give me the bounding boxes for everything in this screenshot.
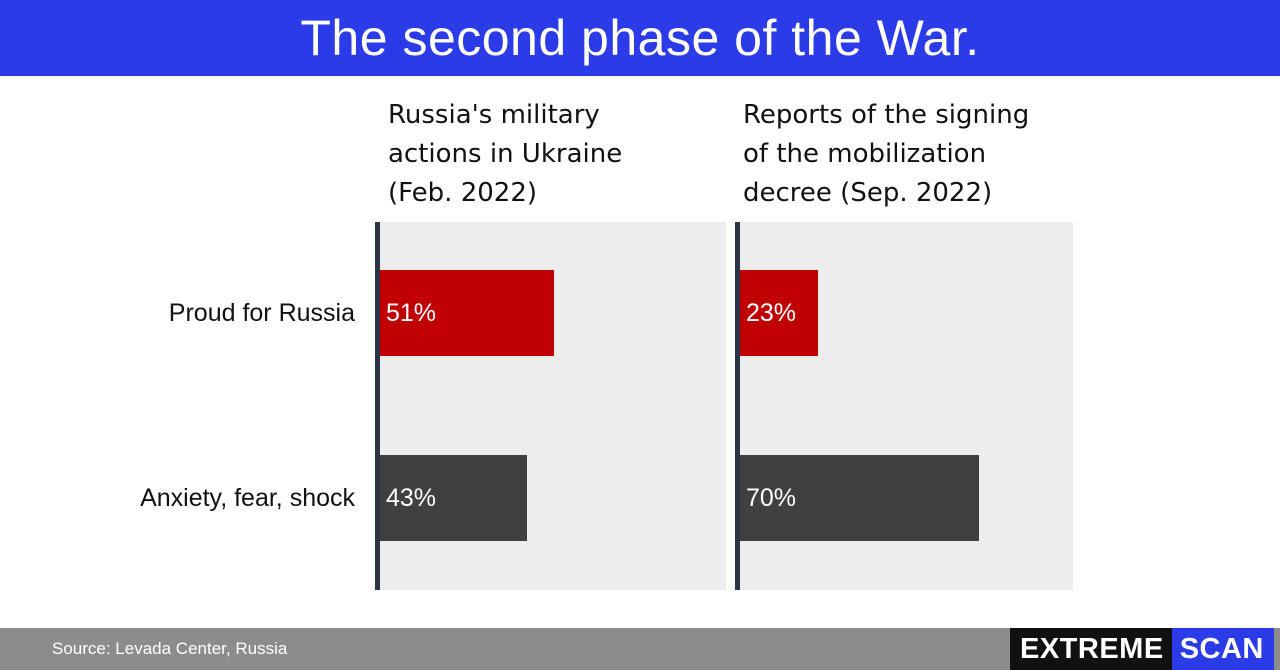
logo-text-extreme: EXTREME bbox=[1010, 628, 1172, 670]
panel-title-2-line-2: of the mobilization bbox=[743, 139, 987, 169]
panel-title-1-line-2: actions in Ukraine bbox=[388, 139, 623, 169]
category-label-anxiety: Anxiety, fear, shock bbox=[140, 484, 355, 512]
bar-label-proud-panel-1: 51% bbox=[386, 299, 437, 327]
bar-proud-panel-2 bbox=[740, 270, 818, 356]
panel-title-2: Reports of the signing of the mobilizati… bbox=[743, 96, 1073, 213]
chart-title: The second phase of the War. bbox=[300, 10, 980, 66]
panel-title-1-line-3: (Feb. 2022) bbox=[388, 178, 538, 208]
panel-title-1-line-1: Russia's military bbox=[388, 100, 600, 130]
bar-label-anxiety-panel-2: 70% bbox=[746, 484, 797, 512]
category-label-proud: Proud for Russia bbox=[168, 299, 355, 327]
panel-title-1: Russia's military actions in Ukraine (Fe… bbox=[388, 96, 718, 213]
bar-label-anxiety-panel-1: 43% bbox=[386, 484, 437, 512]
source-note: Source: Levada Center, Russia bbox=[52, 639, 288, 658]
bar-label-proud-panel-2: 23% bbox=[746, 299, 797, 327]
axis-line-1 bbox=[375, 222, 380, 590]
logo-text-scan: SCAN bbox=[1171, 628, 1274, 670]
bar-proud-panel-1 bbox=[380, 270, 554, 356]
title-bar: The second phase of the War. bbox=[0, 0, 1280, 76]
brand-logo: EXTREME SCAN bbox=[1010, 628, 1274, 670]
panel-title-2-line-3: decree (Sep. 2022) bbox=[743, 178, 993, 208]
axis-line-2 bbox=[735, 222, 740, 590]
bar-anxiety-panel-2 bbox=[740, 455, 979, 541]
bar-anxiety-panel-1 bbox=[380, 455, 527, 541]
panel-title-2-line-1: Reports of the signing bbox=[743, 100, 1030, 130]
